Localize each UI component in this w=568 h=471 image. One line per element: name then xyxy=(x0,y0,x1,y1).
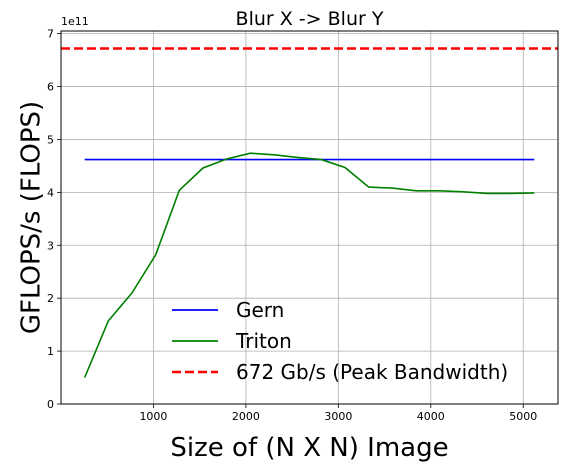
chart-title: Blur X -> Blur Y xyxy=(236,8,384,30)
y-tick-label: 1 xyxy=(47,345,54,358)
y-tick-label: 0 xyxy=(47,398,54,411)
series-line-triton xyxy=(83,152,535,378)
legend-label-triton: Triton xyxy=(235,329,292,353)
y-axis-label: GFLOPS/s (FLOPS) xyxy=(17,101,47,334)
x-tick-label: 5000 xyxy=(509,410,537,423)
y-tick-label: 2 xyxy=(47,292,54,305)
legend-label-672-gb-s-peak-bandwidth: 672 Gb/s (Peak Bandwidth) xyxy=(236,360,508,384)
x-tick-label: 2000 xyxy=(232,410,260,423)
y-axis-ticks: 0 1 2 3 4 5 6 7 xyxy=(47,28,61,411)
y-axis-offset-label: 1e11 xyxy=(61,15,89,28)
x-axis-ticks: 1000 2000 3000 4000 5000 xyxy=(139,404,537,423)
series-lines xyxy=(61,47,558,378)
y-tick-label: 5 xyxy=(47,133,54,146)
y-tick-label: 6 xyxy=(47,81,54,94)
y-tick-label: 7 xyxy=(47,28,54,41)
plot-frame xyxy=(60,30,559,405)
grid-lines xyxy=(61,31,558,405)
x-tick-label: 4000 xyxy=(417,410,445,423)
x-axis-label: Size of (N X N) Image xyxy=(170,433,448,463)
x-tick-label: 3000 xyxy=(324,410,352,423)
legend: Gern Triton 672 Gb/s (Peak Bandwidth) xyxy=(172,298,508,384)
y-tick-label: 3 xyxy=(47,239,54,252)
x-tick-label: 1000 xyxy=(139,410,167,423)
y-tick-label: 4 xyxy=(47,186,54,199)
legend-label-gern: Gern xyxy=(236,298,284,322)
